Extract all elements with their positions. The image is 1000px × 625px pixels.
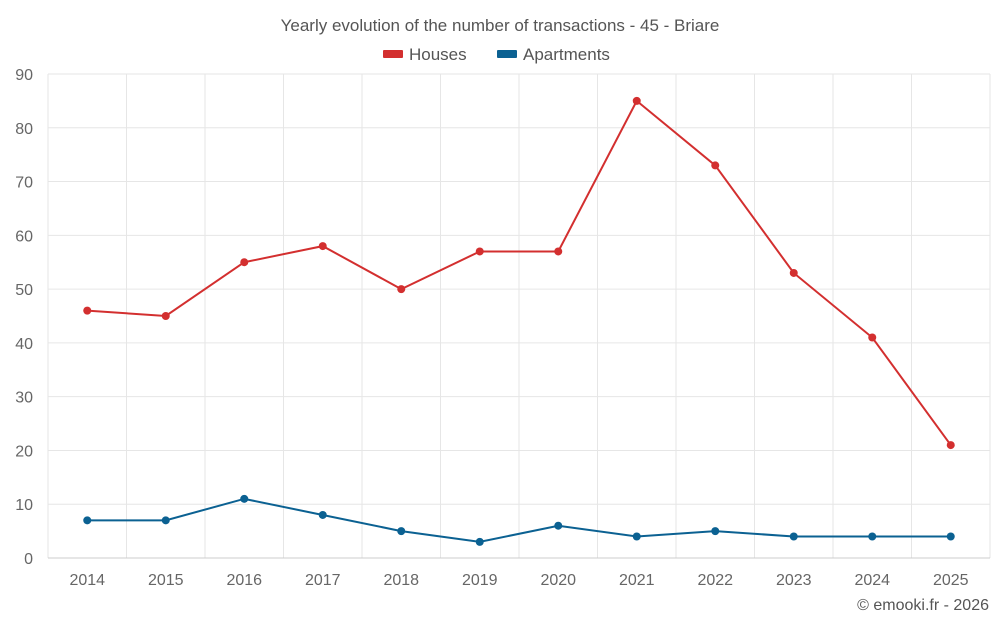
data-point-apartments[interactable] [789, 532, 798, 541]
data-point-apartments[interactable] [240, 494, 249, 503]
data-point-apartments[interactable] [475, 537, 484, 546]
grid [47, 73, 991, 558]
legend-item-houses[interactable]: Houses [383, 45, 467, 64]
y-tick-label: 30 [15, 390, 33, 407]
data-point-apartments[interactable] [711, 527, 720, 536]
data-point-apartments[interactable] [868, 532, 877, 541]
data-point-houses[interactable] [475, 247, 484, 256]
data-point-houses[interactable] [868, 333, 877, 342]
data-point-apartments[interactable] [554, 521, 563, 530]
x-tick-label: 2018 [383, 572, 419, 589]
y-tick-label: 0 [24, 551, 33, 568]
data-point-houses[interactable] [554, 247, 563, 256]
y-tick-label: 70 [15, 175, 33, 192]
y-tick-label: 20 [15, 443, 33, 460]
y-tick-label: 40 [15, 336, 33, 353]
data-point-houses[interactable] [161, 312, 170, 320]
y-tick-label: 90 [15, 67, 33, 84]
x-tick-label: 2020 [540, 572, 576, 589]
legend-swatch [497, 50, 517, 58]
x-tick-label: 2016 [226, 572, 262, 589]
y-tick-label: 10 [15, 497, 33, 514]
x-tick-label: 2023 [776, 572, 812, 589]
data-point-apartments[interactable] [83, 516, 92, 525]
x-tick-label: 2019 [462, 572, 498, 589]
chart-title: Yearly evolution of the number of transa… [281, 16, 720, 35]
axes: 0 10 20 30 40 50 60 70 80 90 2014 2015 2016 2017 2018 2… [15, 67, 990, 589]
data-point-houses[interactable] [632, 96, 641, 105]
x-tick-label: 2017 [305, 572, 341, 589]
data-point-houses[interactable] [397, 285, 406, 294]
data-point-apartments[interactable] [632, 532, 641, 541]
data-point-apartments[interactable] [161, 516, 170, 525]
credit-text: © emooki.fr - 2026 [857, 597, 989, 614]
data-point-houses[interactable] [318, 242, 327, 251]
x-tick-label: 2022 [697, 572, 733, 589]
data-point-apartments[interactable] [946, 532, 955, 541]
data-point-houses[interactable] [83, 306, 92, 315]
series-line-apartments [87, 497, 951, 543]
data-point-houses[interactable] [240, 258, 249, 267]
legend-label: Apartments [523, 45, 610, 64]
legend-item-apartments[interactable]: Apartments [497, 45, 610, 64]
data-point-apartments[interactable] [318, 510, 327, 519]
series-line-houses [87, 99, 952, 446]
data-point-apartments[interactable] [397, 527, 406, 536]
legend-label: Houses [409, 45, 467, 64]
data-point-houses[interactable] [711, 161, 720, 170]
data-point-houses[interactable] [946, 441, 955, 450]
x-tick-label: 2025 [933, 572, 969, 589]
y-tick-label: 60 [15, 228, 33, 245]
y-tick-label: 80 [15, 121, 33, 138]
x-tick-label: 2021 [619, 572, 655, 589]
y-tick-label: 50 [15, 282, 33, 299]
x-tick-label: 2014 [69, 572, 105, 589]
x-tick-label: 2015 [148, 572, 184, 589]
legend: Houses Apartments [383, 45, 610, 64]
data-point-houses[interactable] [789, 268, 798, 277]
x-tick-label: 2024 [854, 572, 890, 589]
series-layer [83, 96, 955, 546]
legend-swatch [383, 50, 403, 58]
